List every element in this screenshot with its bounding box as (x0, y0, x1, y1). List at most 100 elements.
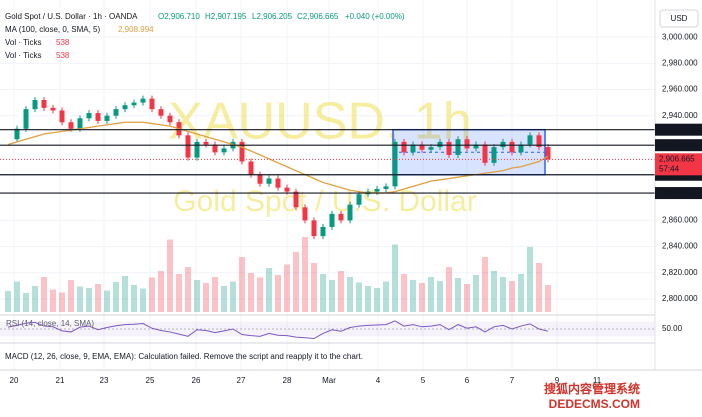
candle (122, 105, 128, 110)
candle (266, 178, 272, 184)
volume-bar (428, 277, 434, 312)
candle (275, 178, 281, 188)
candle (500, 141, 506, 148)
candle (212, 144, 218, 153)
volume-bar (518, 274, 524, 312)
candle (158, 109, 164, 116)
volume-bar (383, 281, 389, 312)
last-price-tag (655, 153, 702, 176)
candle (545, 147, 551, 160)
y-tick-label: 2,940.000 (662, 111, 698, 120)
volume-bar (464, 284, 470, 312)
volume-bar (5, 291, 11, 312)
volume-bar (122, 276, 128, 312)
vol-value: 538 (56, 38, 70, 47)
volume-bar (95, 284, 101, 312)
y-tick-label: 3,000.000 (662, 32, 698, 41)
y-tick-label: 2,840.000 (662, 242, 698, 251)
ohlc-low: L2,906.205 (252, 12, 293, 21)
volume-bar (347, 277, 353, 312)
volume-bar (50, 289, 56, 312)
volume-bar (131, 285, 137, 312)
volume-bar (176, 274, 182, 312)
watermark-sub: Gold Spot / U.S. Dollar (173, 185, 476, 218)
x-tick-label: 6 (465, 376, 470, 385)
volume-bar (311, 263, 317, 312)
currency-box[interactable] (659, 9, 699, 28)
candle (320, 226, 326, 237)
volume-bar (302, 237, 308, 312)
volume-bar (374, 288, 380, 312)
level-tag (655, 187, 702, 200)
volume-bar (140, 288, 146, 312)
volume-bar (401, 274, 407, 312)
volume-bar (329, 280, 335, 312)
candle (518, 144, 524, 153)
rsi-tick-label: 50.00 (662, 324, 683, 333)
volume-bar (320, 274, 326, 312)
y-tick-label: 2,820.000 (662, 268, 698, 277)
macd-text: MACD (12, 26, close, 9, EMA, EMA): Calcu… (5, 352, 363, 361)
x-tick-label: 5 (421, 376, 426, 385)
candle (356, 194, 362, 205)
vol-label: Vol · Ticks (5, 38, 41, 47)
candle (419, 144, 425, 150)
candle (140, 98, 146, 103)
candle (302, 207, 308, 221)
footer-mark: DEDECMS.COM (549, 397, 640, 411)
volume-bar (77, 286, 83, 312)
candle (248, 161, 254, 175)
candle (86, 113, 92, 119)
volume-bar (446, 267, 452, 312)
volume-bar (68, 280, 74, 312)
volume-bar (293, 252, 299, 312)
candle (446, 141, 452, 155)
candle (536, 135, 542, 148)
candle (311, 220, 317, 237)
x-tick-label: 28 (283, 376, 292, 385)
ma-line (7, 121, 549, 194)
countdown: 57:44 (659, 164, 680, 173)
volume-bar (473, 275, 479, 312)
candle (239, 141, 245, 162)
candle (68, 122, 74, 129)
volume-bar (491, 271, 497, 312)
volume-bar (23, 293, 29, 312)
y-tick-label: 2,800.000 (662, 294, 698, 303)
candle (104, 115, 110, 121)
candle (293, 191, 299, 208)
y-tick-label: 2,960.000 (662, 85, 698, 94)
volume-bar (41, 277, 47, 312)
candle (149, 98, 155, 110)
ohlc-open: O2,906.710 (158, 12, 200, 21)
currency: USD (671, 14, 688, 23)
candle (392, 141, 398, 187)
vol-label: Vol · Ticks (5, 51, 41, 60)
ma-label: MA (100, close, 0, SMA, 5) (5, 25, 100, 34)
candle (374, 188, 380, 192)
volume-bar (104, 290, 110, 312)
volume-bar (230, 281, 236, 312)
ohlc-close: C2,906.665 (297, 12, 339, 21)
x-tick-label: 27 (237, 376, 246, 385)
volume-bar (239, 257, 245, 312)
candle (23, 109, 29, 129)
volume-bar (527, 247, 533, 312)
volume-bar (419, 283, 425, 312)
x-tick-label: 7 (510, 376, 515, 385)
candle (464, 139, 470, 149)
x-tick-label: 9 (555, 376, 560, 385)
candle (437, 141, 443, 148)
candle (482, 144, 488, 163)
candle (185, 135, 191, 158)
symbol-title: Gold Spot / U.S. Dollar · 1h · OANDA (5, 12, 138, 21)
volume-bar (509, 281, 515, 312)
candle (329, 213, 335, 227)
volume-bar (32, 286, 38, 312)
volume-bar (203, 283, 209, 312)
level-tag (655, 139, 702, 152)
level-tag (655, 123, 702, 136)
y-tick-label: 2,980.000 (662, 58, 698, 67)
candle (527, 135, 533, 145)
